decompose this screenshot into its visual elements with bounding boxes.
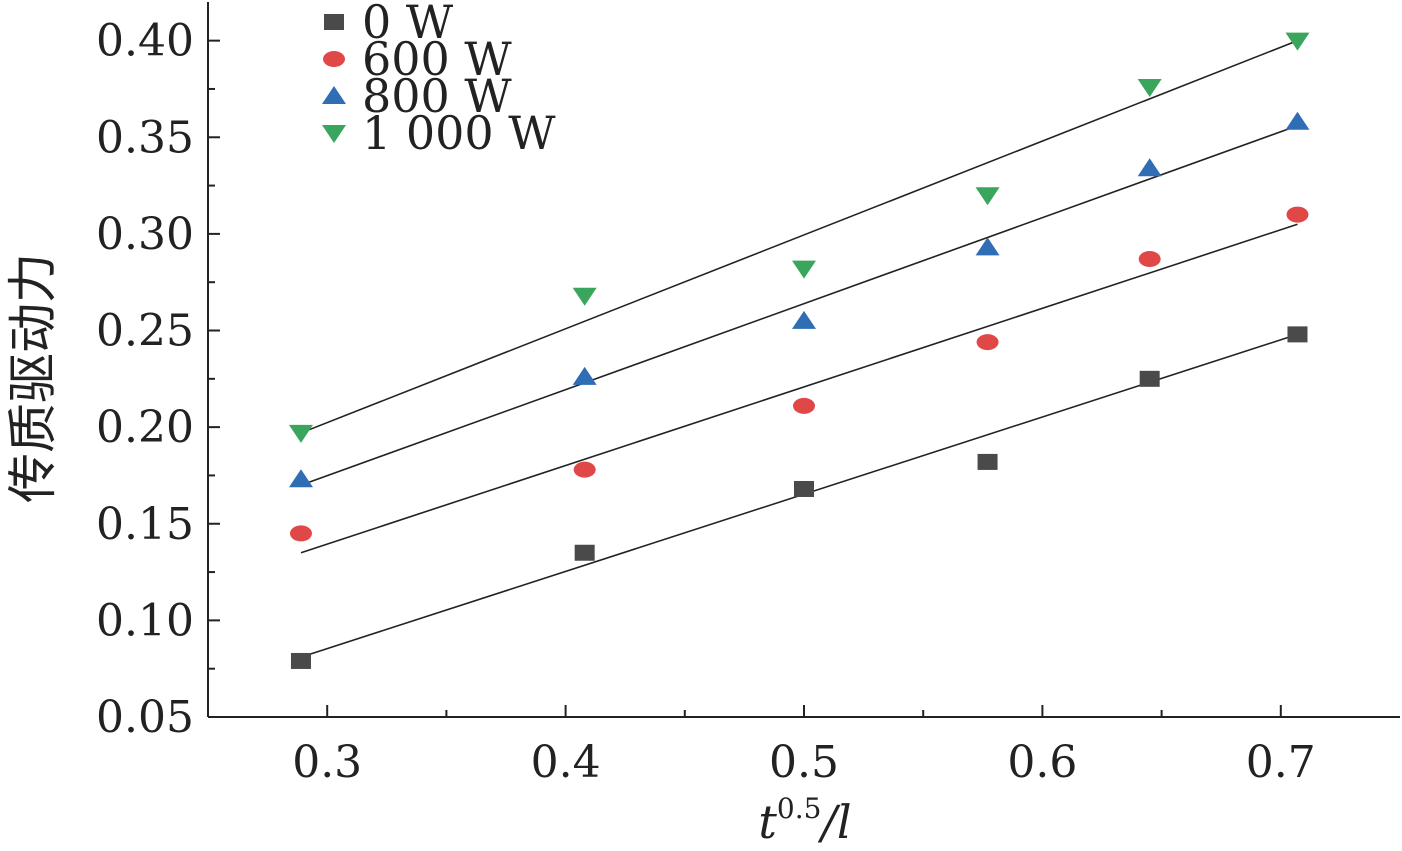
legend-marker bbox=[324, 14, 344, 30]
data-point bbox=[572, 366, 597, 385]
data-point bbox=[288, 469, 313, 488]
data-point bbox=[1286, 206, 1309, 223]
legend-label: 600 W bbox=[362, 32, 512, 86]
data-point bbox=[794, 480, 814, 497]
data-point bbox=[574, 544, 595, 561]
data-point bbox=[573, 461, 596, 478]
data-point bbox=[1285, 111, 1310, 130]
legend-marker bbox=[322, 125, 346, 143]
fit-line bbox=[300, 39, 1298, 434]
x-axis-title-base: t bbox=[758, 795, 777, 849]
y-tick-label: 0.30 bbox=[96, 209, 194, 260]
fit-line bbox=[300, 223, 1298, 554]
y-tick-label: 0.40 bbox=[96, 16, 194, 67]
x-tick-label: 0.7 bbox=[1246, 737, 1316, 788]
legend-marker bbox=[322, 86, 346, 104]
data-point bbox=[572, 287, 597, 306]
y-tick-label: 0.35 bbox=[96, 112, 194, 163]
x-axis-title-superscript: 0.5 bbox=[777, 792, 822, 825]
y-tick-label: 0.05 bbox=[96, 692, 194, 743]
data-point bbox=[975, 237, 1000, 256]
legend-label: 0 W bbox=[362, 0, 454, 49]
legend-label: 1 000 W bbox=[362, 106, 556, 160]
data-point bbox=[1137, 79, 1162, 98]
x-axis-title-suffix: /l bbox=[817, 795, 851, 849]
data-point bbox=[1138, 251, 1161, 268]
x-tick-label: 0.4 bbox=[531, 737, 601, 788]
data-point bbox=[289, 525, 312, 542]
data-point bbox=[288, 424, 313, 443]
x-tick-label: 0.3 bbox=[292, 737, 362, 788]
data-point bbox=[1137, 158, 1162, 177]
fit-line bbox=[300, 124, 1298, 486]
x-tick-label: 0.6 bbox=[1007, 737, 1077, 788]
data-points bbox=[288, 32, 1310, 669]
x-axis-title: t0.5/l bbox=[758, 792, 851, 849]
y-tick-label: 0.25 bbox=[96, 306, 194, 357]
y-tick-label: 0.15 bbox=[96, 499, 194, 550]
data-point bbox=[792, 310, 816, 329]
data-point bbox=[1139, 370, 1160, 387]
data-point bbox=[290, 652, 311, 669]
data-point bbox=[792, 260, 816, 279]
legend-label: 800 W bbox=[362, 69, 512, 123]
x-tick-label: 0.5 bbox=[769, 737, 839, 788]
y-tick-label: 0.20 bbox=[96, 402, 194, 453]
data-point bbox=[1285, 32, 1310, 51]
data-point bbox=[793, 397, 815, 414]
legend-marker bbox=[323, 51, 345, 67]
y-axis-title: 传质驱动力 bbox=[4, 253, 62, 503]
data-point bbox=[976, 334, 999, 351]
data-point bbox=[977, 453, 998, 470]
data-point bbox=[975, 187, 1000, 206]
data-point bbox=[1287, 326, 1308, 343]
axes: 0.05 0.10 0.15 0.20 0.25 0.30 0.35 0.40 0.3 0.4 0.… bbox=[96, 2, 1400, 788]
y-tick-label: 0.10 bbox=[96, 595, 194, 646]
